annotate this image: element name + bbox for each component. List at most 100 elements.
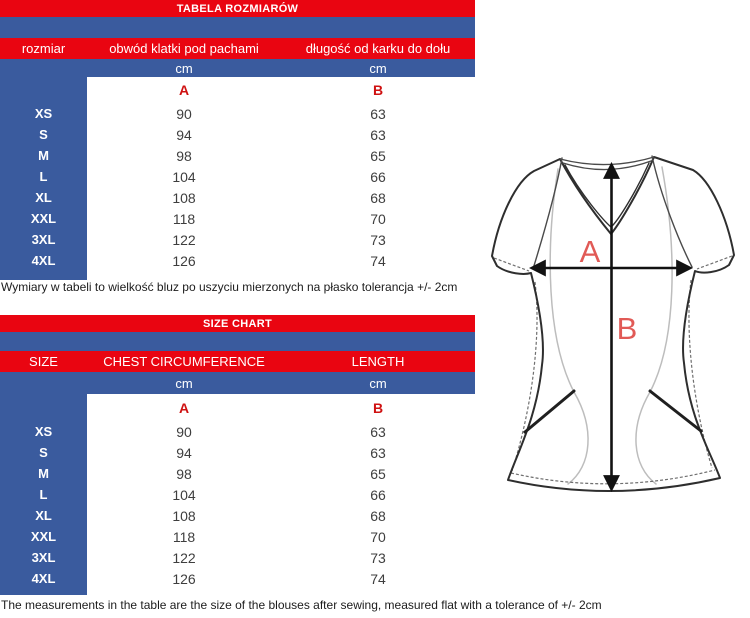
- length-cell: 70: [370, 210, 386, 227]
- unit-cell-chest: cm: [175, 60, 193, 76]
- length-cell: 68: [370, 189, 386, 206]
- length-cell: 63: [370, 423, 386, 440]
- table-en-letter-row: A B: [0, 394, 475, 421]
- unit-cell-chest: cm: [175, 375, 193, 391]
- size-cell: XXL: [0, 526, 87, 547]
- chest-cell: 108: [172, 189, 196, 206]
- unit-cell-empty: [0, 59, 87, 77]
- note-pl: Wymiary w tabeli to wielkość bluz po usz…: [1, 280, 458, 294]
- size-cell: L: [0, 166, 87, 187]
- table-row: XXL 118 70: [0, 208, 475, 229]
- table-pl-title: TABELA ROZMIARÓW: [0, 0, 475, 17]
- letter-a-label: A: [178, 82, 190, 98]
- length-cell: 63: [370, 105, 386, 122]
- table-row: S 94 63: [0, 124, 475, 145]
- table-en-header-row: SIZE CHEST CIRCUMFERENCE LENGTH: [0, 351, 475, 372]
- table-row: XL 108 68: [0, 505, 475, 526]
- table-en-column-stub: [0, 589, 87, 595]
- diagram-label-b: B: [617, 311, 638, 346]
- size-cell: XXL: [0, 208, 87, 229]
- table-en-unit-row: cm cm: [0, 372, 475, 394]
- pocket-slashes: [523, 389, 703, 434]
- seam-lines: [549, 166, 673, 485]
- chest-cell: 118: [172, 210, 196, 227]
- diagram-label-a: A: [580, 234, 601, 269]
- chest-cell: 122: [172, 549, 196, 566]
- table-pl-header-length: długość od karku do dołu: [305, 41, 451, 56]
- letter-b-label: B: [372, 399, 384, 416]
- size-table-en: SIZE CHART SIZE CHEST CIRCUMFERENCE LENG…: [0, 315, 475, 595]
- chest-cell: 108: [172, 507, 196, 524]
- size-cell: 3XL: [0, 547, 87, 568]
- size-cell: XL: [0, 505, 87, 526]
- letter-cell-empty: [0, 77, 87, 103]
- table-en-header-chest: CHEST CIRCUMFERENCE: [103, 354, 265, 369]
- size-cell: 4XL: [0, 250, 87, 271]
- table-pl-column-stub: [0, 271, 87, 280]
- chest-cell: 104: [172, 168, 196, 185]
- size-cell: S: [0, 124, 87, 145]
- table-row: M 98 65: [0, 145, 475, 166]
- blouse-outline: [491, 155, 735, 493]
- size-cell: 3XL: [0, 229, 87, 250]
- chest-cell: 126: [172, 570, 196, 587]
- table-row: 3XL 122 73: [0, 229, 475, 250]
- size-cell: M: [0, 463, 87, 484]
- length-cell: 74: [370, 252, 386, 269]
- table-en-header-length: LENGTH: [351, 354, 405, 369]
- size-table-pl: TABELA ROZMIARÓW rozmiar obwód klatki po…: [0, 0, 475, 280]
- letter-b-label: B: [372, 82, 384, 98]
- length-cell: 63: [370, 444, 386, 461]
- table-row: S 94 63: [0, 442, 475, 463]
- size-cell: XS: [0, 103, 87, 124]
- table-row: 4XL 126 74: [0, 568, 475, 589]
- size-cell: XL: [0, 187, 87, 208]
- unit-cell-length: cm: [369, 375, 387, 391]
- chest-cell: 90: [176, 105, 192, 122]
- length-cell: 73: [370, 549, 386, 566]
- length-cell: 66: [370, 168, 386, 185]
- size-cell: S: [0, 442, 87, 463]
- table-en-header-size: SIZE: [29, 354, 58, 369]
- length-cell: 74: [370, 570, 386, 587]
- table-pl-unit-row: cm cm: [0, 59, 475, 77]
- length-cell: 66: [370, 486, 386, 503]
- length-cell: 70: [370, 528, 386, 545]
- blouse-diagram: A B: [491, 155, 735, 493]
- chest-cell: 94: [176, 444, 192, 461]
- chest-cell: 104: [172, 486, 196, 503]
- length-cell: 73: [370, 231, 386, 248]
- chest-cell: 126: [172, 252, 196, 269]
- length-cell: 65: [370, 147, 386, 164]
- table-pl-header-row: rozmiar obwód klatki pod pachami długość…: [0, 38, 475, 59]
- table-row: XS 90 63: [0, 421, 475, 442]
- table-pl-header-chest: obwód klatki pod pachami: [109, 41, 259, 56]
- table-row: L 104 66: [0, 166, 475, 187]
- chest-cell: 122: [172, 231, 196, 248]
- letter-a-label: A: [178, 399, 190, 416]
- unit-cell-empty: [0, 372, 87, 394]
- chest-cell: 98: [176, 147, 192, 164]
- size-cell: M: [0, 145, 87, 166]
- table-row: XXL 118 70: [0, 526, 475, 547]
- table-pl-letter-row: A B: [0, 77, 475, 103]
- table-en-title: SIZE CHART: [0, 315, 475, 332]
- table-pl-header-size: rozmiar: [21, 41, 66, 56]
- letter-cell-empty: [0, 394, 87, 421]
- note-en: The measurements in the table are the si…: [1, 598, 602, 612]
- table-row: M 98 65: [0, 463, 475, 484]
- length-cell: 65: [370, 465, 386, 482]
- size-cell: L: [0, 484, 87, 505]
- chest-cell: 90: [176, 423, 192, 440]
- chest-cell: 98: [176, 465, 192, 482]
- table-row: XL 108 68: [0, 187, 475, 208]
- table-en-spacer: [0, 332, 475, 351]
- length-cell: 68: [370, 507, 386, 524]
- unit-cell-length: cm: [369, 60, 387, 76]
- chest-cell: 94: [176, 126, 192, 143]
- size-cell: XS: [0, 421, 87, 442]
- size-cell: 4XL: [0, 568, 87, 589]
- table-row: L 104 66: [0, 484, 475, 505]
- table-row: 3XL 122 73: [0, 547, 475, 568]
